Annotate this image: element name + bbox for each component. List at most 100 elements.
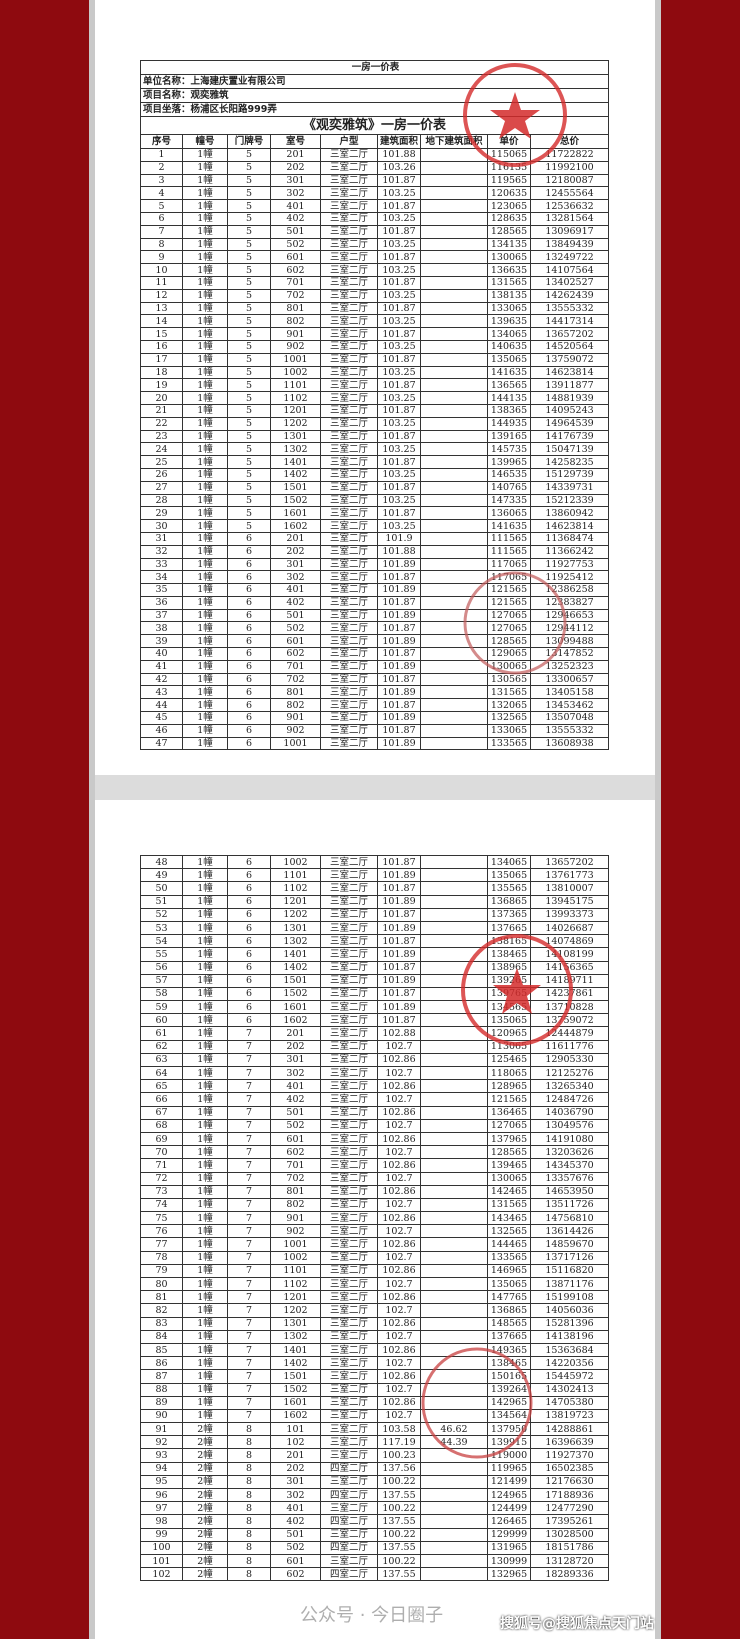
table-cell: 501 — [270, 1527, 321, 1542]
table-row: 52 1幢 6 1202 三室二厅 101.87 137365 13993373 — [140, 907, 609, 922]
table-cell: 101.89 — [377, 557, 421, 572]
table-row: 84 1幢 7 1302 三室二厅 102.7 137665 14138196 — [140, 1329, 609, 1344]
table-cell — [420, 1342, 488, 1358]
table-row: 7 1幢 5 501 三室二厅 101.87 128565 13096917 — [140, 224, 610, 239]
table-cell: 1幢 — [182, 1184, 228, 1199]
table-cell: 58 — [140, 986, 183, 1002]
table-cell: 4 — [140, 186, 183, 201]
table-cell: 三室二厅 — [320, 1263, 378, 1279]
table-cell: 5 — [227, 173, 271, 188]
table-cell: 18289336 — [530, 1567, 609, 1582]
table-row: 58 1幢 6 1502 三室二厅 101.87 139765 14237861 — [140, 986, 609, 1002]
table-cell: 7 — [227, 1237, 271, 1252]
table-row: 91 2幢 8 101 三室二厅 103.58 46.62 137950 14288861 — [140, 1422, 609, 1437]
table-cell: 102.86 — [377, 1290, 421, 1305]
table-cell: 5 — [227, 506, 271, 521]
table-cell — [420, 1171, 488, 1186]
table-row: 75 1幢 7 901 三室二厅 102.86 143465 14756810 — [140, 1211, 609, 1226]
table-cell: 1幢 — [182, 934, 228, 949]
table-row: 89 1幢 7 1601 三室二厅 102.86 142965 14705380 — [140, 1395, 609, 1410]
table-cell: 1602 — [270, 1013, 321, 1028]
table-cell: 2幢 — [182, 1448, 228, 1463]
table-cell: 12180087 — [529, 173, 610, 188]
table-cell: 三室二厅 — [320, 403, 378, 418]
table-cell: 102.7 — [377, 1250, 421, 1265]
table-row: 87 1幢 7 1501 三室二厅 102.86 150165 15445972 — [140, 1369, 609, 1384]
table-cell: 三室二厅 — [320, 698, 378, 713]
table-cell: 13096917 — [529, 224, 610, 239]
table-cell: 101.89 — [377, 685, 421, 700]
table-row: 39 1幢 6 601 三室二厅 101.89 128565 13099488 — [140, 634, 610, 649]
table-cell: 79 — [140, 1263, 183, 1279]
table-row: 64 1幢 7 302 三室二厅 102.7 118065 12125276 — [140, 1065, 609, 1081]
table-cell: 13860942 — [529, 506, 610, 521]
table-cell: 201 — [270, 1026, 321, 1041]
table-cell: 1幢 — [182, 595, 228, 610]
table-cell — [420, 1263, 488, 1279]
table-cell: 46 — [140, 723, 183, 738]
table-row: 57 1幢 6 1501 三室二厅 101.89 139265 14189711 — [140, 973, 609, 988]
table-cell: 14339731 — [529, 480, 610, 495]
table-cell: 102.7 — [377, 1171, 421, 1186]
table-cell: 12905330 — [530, 1052, 609, 1068]
table-cell: 1幢 — [182, 211, 228, 226]
table-cell: 三室二厅 — [320, 1448, 378, 1463]
table-cell: 137.55 — [377, 1514, 421, 1529]
table-cell: 20 — [140, 391, 183, 405]
table-cell: 55 — [140, 947, 183, 962]
table-cell: 44.39 — [420, 1435, 488, 1450]
table-row: 46 1幢 6 902 三室二厅 101.87 133065 13555332 — [140, 723, 610, 738]
table-cell: 三室二厅 — [320, 583, 378, 597]
table-cell: 1幢 — [182, 544, 228, 559]
table-cell: 15 — [140, 327, 183, 341]
table-cell: 1601 — [270, 506, 321, 521]
table-row: 85 1幢 7 1401 三室二厅 102.86 149365 15363684 — [140, 1342, 609, 1358]
table-cell: 三室二厅 — [320, 1276, 378, 1292]
table-cell: 11611776 — [530, 1039, 609, 1054]
table-cell — [420, 854, 488, 870]
col-header: 单价 — [487, 134, 531, 149]
table-cell: 102.86 — [377, 1395, 421, 1410]
table-cell — [420, 1131, 488, 1147]
table-cell: 三室二厅 — [320, 907, 378, 922]
table-cell: 6 — [227, 868, 271, 883]
table-cell: 1幢 — [182, 960, 228, 975]
table-cell: 1幢 — [182, 557, 228, 572]
table-cell: 1幢 — [182, 531, 228, 546]
table-row: 23 1幢 5 1301 三室二厅 101.87 139165 14176739 — [140, 429, 610, 444]
table-cell: 1 — [140, 148, 183, 162]
table-cell — [420, 723, 488, 738]
table-cell: 19 — [140, 378, 183, 393]
table-cell: 34 — [140, 570, 183, 585]
table-cell: 1幢 — [182, 881, 228, 896]
table-cell: 13402527 — [529, 275, 610, 290]
table-cell: 1302 — [270, 442, 321, 457]
table-cell: 12946653 — [529, 608, 610, 623]
table-cell: 138365 — [487, 403, 531, 418]
table-row: 71 1幢 7 701 三室二厅 102.86 139465 14345370 — [140, 1158, 609, 1173]
table-cell: 1402 — [270, 467, 321, 482]
table-cell: 101 — [270, 1422, 321, 1437]
table-cell — [420, 557, 488, 572]
table-cell: 三室二厅 — [320, 1039, 378, 1054]
table-cell: 三室二厅 — [320, 1131, 378, 1147]
table-cell: 15212339 — [529, 493, 610, 508]
col-header: 门牌号 — [227, 134, 271, 149]
table-cell: 14191080 — [530, 1131, 609, 1147]
table-cell: 1幢 — [182, 263, 228, 277]
table-row: 26 1幢 5 1402 三室二厅 103.25 146535 15129739 — [140, 467, 610, 482]
table-cell — [420, 199, 488, 213]
table-cell — [420, 1039, 488, 1054]
table-cell: 2幢 — [182, 1567, 228, 1582]
table-cell — [420, 634, 488, 649]
table-cell: 三室二厅 — [320, 314, 378, 329]
table-cell: 101.87 — [377, 224, 421, 239]
table-cell — [420, 1290, 488, 1305]
table-cell — [420, 467, 488, 482]
table-cell: 6 — [227, 907, 271, 922]
table-cell: 128635 — [487, 211, 531, 226]
table-cell: 97 — [140, 1501, 183, 1516]
table-cell: 1502 — [270, 986, 321, 1002]
table-cell: 1幢 — [182, 442, 228, 457]
table-cell: 1101 — [270, 378, 321, 393]
